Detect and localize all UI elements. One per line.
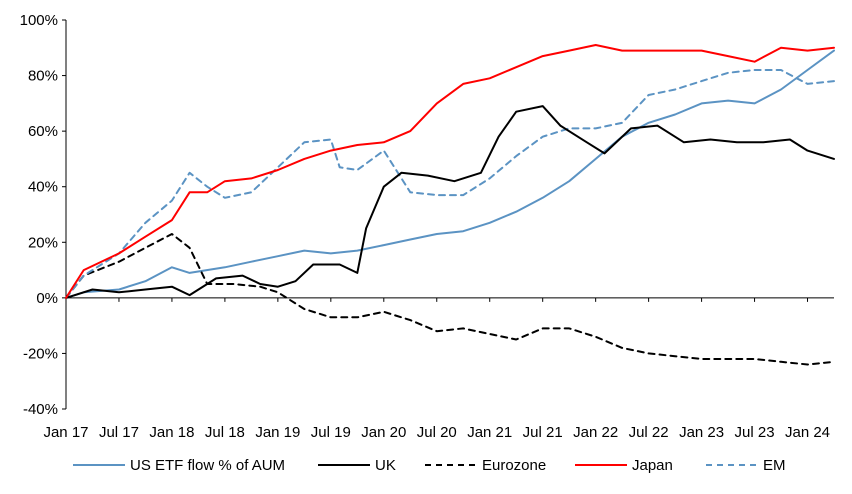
series-line-eurozone (65, 233, 835, 366)
series-line-us-etf-flow-of-aum (65, 49, 835, 299)
x-tick-label: Jul 18 (205, 424, 245, 441)
x-tick-label: Jul 21 (523, 424, 563, 441)
y-tick-label: 40% (28, 179, 58, 196)
legend-label: Japan (632, 457, 673, 474)
x-tick-label: Jul 22 (629, 424, 669, 441)
legend-label: Eurozone (482, 457, 546, 474)
y-tick-label: 20% (28, 234, 58, 251)
x-tick-label: Jan 22 (573, 424, 618, 441)
x-tick-label: Jul 17 (99, 424, 139, 441)
y-tick-label: -40% (23, 401, 58, 418)
x-tick-label: Jan 18 (149, 424, 194, 441)
x-axis: Jan 17 Jul 17 Jan 18 Jul 18 Jan 19 Jul 19 Jan … (43, 297, 834, 441)
x-tick-label: Jan 20 (361, 424, 406, 441)
legend-label: UK (375, 457, 396, 474)
legend-item: Eurozone (425, 457, 546, 474)
y-tick-label: 100% (20, 12, 58, 29)
x-tick-label: Jul 20 (417, 424, 457, 441)
series-line-em (65, 69, 835, 299)
plot-area (65, 44, 835, 366)
legend-label: EM (763, 457, 786, 474)
legend-item: US ETF flow % of AUM (73, 457, 285, 474)
x-tick-label: Jul 19 (311, 424, 351, 441)
series-line-uk (65, 105, 835, 299)
x-tick-label: Jan 19 (255, 424, 300, 441)
y-tick-label: 80% (28, 68, 58, 85)
x-tick-label: Jan 21 (467, 424, 512, 441)
y-tick-label: -20% (23, 345, 58, 362)
y-tick-label: 60% (28, 123, 58, 140)
legend-item: EM (706, 457, 786, 474)
x-tick-label: Jan 24 (785, 424, 830, 441)
x-tick-label: Jan 17 (43, 424, 88, 441)
x-tick-label: Jan 23 (679, 424, 724, 441)
x-tick-label: Jul 23 (735, 424, 775, 441)
y-tick-label: 0% (36, 290, 58, 307)
legend: US ETF flow % of AUM UK Eurozone Japan EM (73, 457, 786, 474)
y-axis: 100% 80% 60% 40% 20% 0% -20% -40% (20, 12, 67, 418)
legend-item: UK (318, 457, 396, 474)
legend-label: US ETF flow % of AUM (130, 457, 285, 474)
legend-item: Japan (575, 457, 673, 474)
series-line-japan (65, 44, 835, 299)
